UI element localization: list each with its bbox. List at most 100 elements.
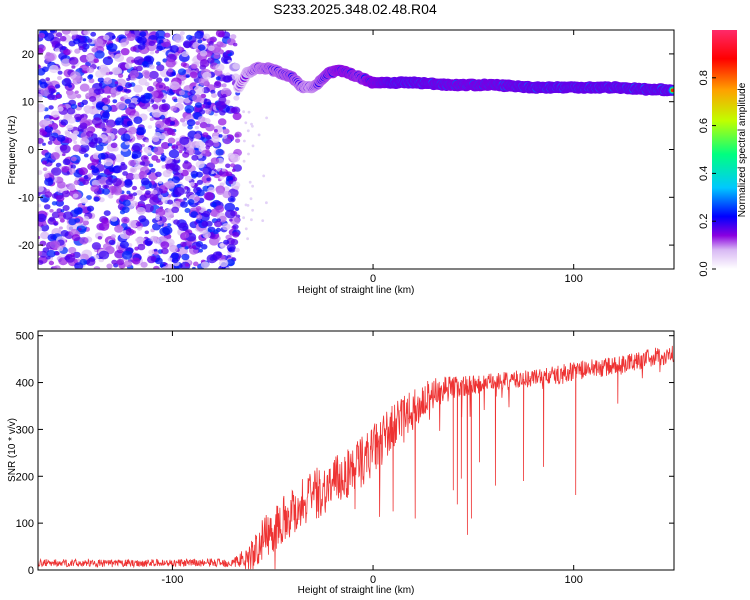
noise-blob [129, 166, 137, 174]
noise-blob [70, 30, 78, 36]
noise-blob [217, 118, 227, 126]
noise-blob [228, 180, 234, 185]
noise-blob [103, 34, 110, 41]
noise-blob [171, 72, 176, 76]
noise-blob [133, 66, 138, 71]
noise-blob [72, 144, 82, 152]
noise-blob [124, 98, 132, 104]
noise-blob [131, 257, 141, 265]
noise-blob [161, 247, 169, 255]
y-tick-label: 200 [16, 471, 34, 483]
noise-blob [230, 34, 237, 40]
noise-blob [171, 257, 179, 264]
noise-blob [242, 110, 246, 114]
colorbar-tick-label: 0.4 [698, 166, 710, 181]
noise-blob [88, 74, 94, 79]
noise-blob [139, 185, 146, 191]
noise-blob [265, 116, 268, 120]
noise-blob [191, 245, 197, 249]
noise-blob [251, 184, 255, 188]
y-tick-label: 0 [28, 565, 34, 577]
noise-blob [182, 161, 192, 170]
noise-blob [110, 142, 118, 149]
noise-blob [194, 196, 201, 202]
noise-blob [219, 110, 226, 116]
noise-blob [43, 32, 55, 42]
snr-series-line [38, 345, 674, 570]
noise-blob [72, 193, 79, 199]
noise-blob [177, 97, 185, 104]
noise-blob [91, 159, 99, 166]
noise-blob [230, 153, 241, 163]
noise-blob [151, 189, 158, 195]
noise-blob [197, 116, 206, 123]
noise-blob [148, 77, 153, 81]
noise-blob [43, 222, 47, 226]
noise-blob [198, 248, 203, 253]
noise-blob [251, 144, 255, 148]
noise-blob [86, 130, 94, 137]
noise-blob [111, 35, 116, 39]
snr-x-axis-label: Height of straight line (km) [298, 585, 415, 596]
noise-blob [107, 95, 111, 99]
noise-blob [160, 241, 170, 249]
noise-blob [39, 81, 48, 89]
noise-blob [188, 245, 193, 249]
noise-blob [137, 43, 146, 50]
noise-blob [110, 54, 115, 58]
noise-blob [62, 205, 70, 211]
noise-blob [180, 241, 187, 247]
noise-blob [196, 214, 203, 220]
noise-blob [62, 158, 71, 166]
noise-blob [167, 68, 174, 73]
noise-blob [205, 149, 210, 153]
noise-blob [71, 65, 76, 69]
noise-blob [92, 48, 97, 53]
noise-blob [153, 248, 158, 252]
noise-blob [91, 242, 101, 250]
noise-blob [105, 72, 110, 76]
noise-blob [53, 222, 58, 226]
noise-blob [182, 40, 192, 48]
noise-blob [38, 203, 41, 208]
noise-blob [141, 70, 151, 77]
noise-blob [169, 244, 178, 253]
y-tick-label: 10 [22, 97, 34, 109]
noise-blob [66, 124, 74, 131]
noise-blob [88, 141, 95, 147]
noise-blob [233, 95, 240, 101]
noise-blob [43, 204, 51, 210]
noise-blob [42, 167, 48, 172]
x-tick-label: 0 [370, 574, 376, 586]
noise-blob [44, 191, 53, 198]
noise-blob [138, 77, 148, 86]
noise-blob [212, 141, 220, 147]
noise-blob [229, 218, 233, 222]
noise-blob [153, 265, 160, 269]
noise-blob [70, 156, 77, 162]
noise-blob [149, 70, 159, 80]
noise-blob [154, 131, 162, 138]
noise-blob [163, 208, 174, 218]
noise-blob [90, 89, 94, 94]
noise-blob [155, 50, 159, 54]
noise-blob [49, 209, 54, 213]
noise-blob [108, 194, 114, 199]
noise-blob [60, 144, 71, 154]
noise-blob [166, 223, 172, 227]
noise-blob [130, 112, 135, 116]
noise-blob [128, 193, 133, 197]
x-tick-label: -100 [161, 273, 183, 285]
noise-blob [38, 213, 47, 222]
noise-blob [173, 219, 180, 225]
noise-blob [202, 71, 212, 80]
noise-blob [95, 144, 104, 152]
noise-blob [116, 258, 125, 266]
noise-blob [77, 102, 81, 106]
noise-blob [103, 243, 112, 251]
noise-blob [149, 64, 155, 70]
noise-blob [171, 164, 181, 172]
noise-blob [74, 90, 79, 94]
colorbar-gradient [712, 30, 737, 269]
noise-blob [93, 254, 100, 260]
